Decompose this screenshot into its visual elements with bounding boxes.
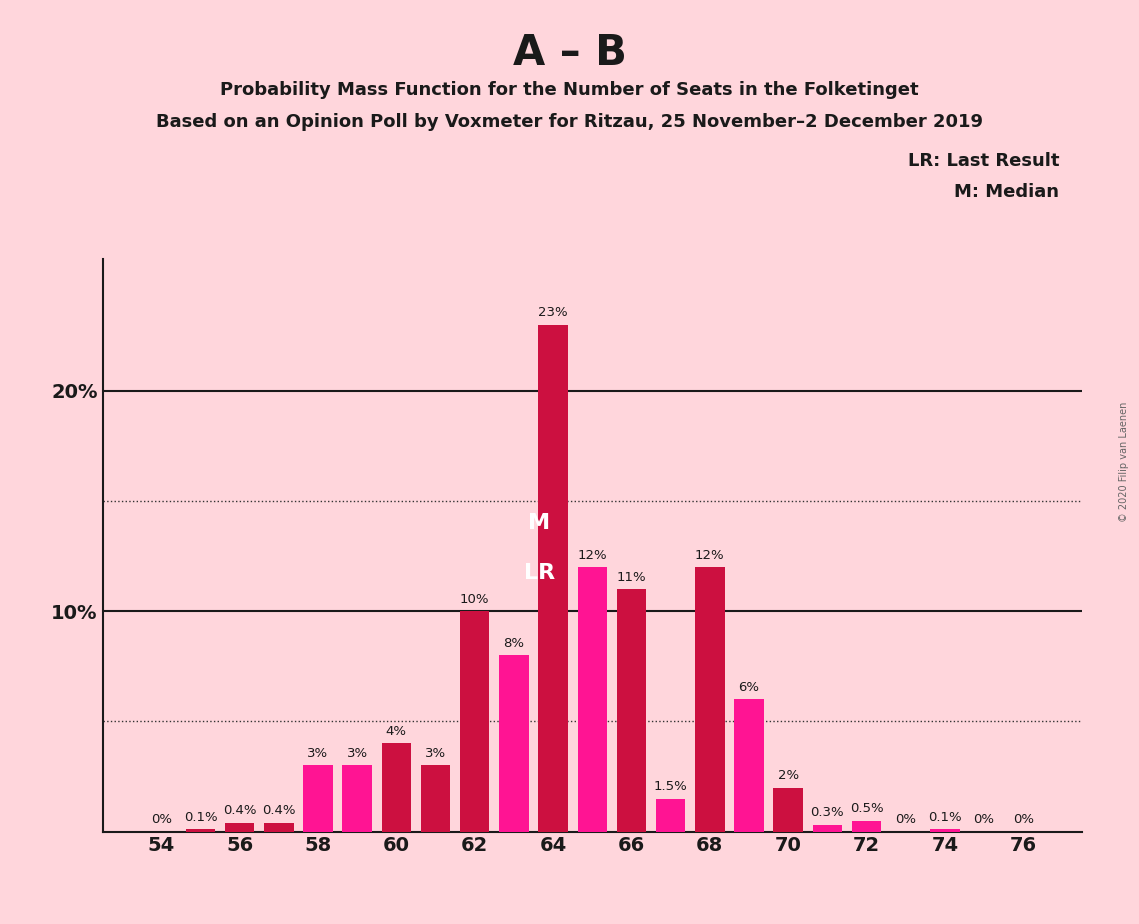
Bar [616,590,646,832]
Text: Based on an Opinion Poll by Voxmeter for Ritzau, 25 November–2 December 2019: Based on an Opinion Poll by Voxmeter for… [156,113,983,130]
Text: 10%: 10% [460,593,490,606]
Text: 0.4%: 0.4% [223,804,256,817]
Text: Probability Mass Function for the Number of Seats in the Folketinget: Probability Mass Function for the Number… [220,81,919,99]
Bar [539,325,567,832]
Bar [735,699,763,832]
Bar [773,787,803,832]
Text: 23%: 23% [539,307,568,320]
Text: 3%: 3% [346,747,368,760]
Text: 0%: 0% [974,813,994,826]
Text: 0.5%: 0.5% [850,802,884,815]
Text: 11%: 11% [616,571,646,584]
Text: 2%: 2% [778,769,798,782]
Text: 12%: 12% [695,549,724,562]
Text: 3%: 3% [308,747,328,760]
Bar [224,822,254,832]
Bar [852,821,882,832]
Bar [186,830,215,832]
Bar [499,655,528,832]
Text: 6%: 6% [738,681,760,694]
Text: 0%: 0% [895,813,916,826]
Text: 0.4%: 0.4% [262,804,296,817]
Bar [264,822,294,832]
Text: 0.1%: 0.1% [183,811,218,824]
Bar [382,744,411,832]
Bar [460,612,490,832]
Text: 8%: 8% [503,637,524,650]
Bar [931,830,959,832]
Text: 3%: 3% [425,747,446,760]
Text: 1.5%: 1.5% [654,780,688,793]
Text: 4%: 4% [386,725,407,738]
Text: M: M [528,513,550,532]
Bar [343,765,371,832]
Bar [420,765,450,832]
Bar [577,567,607,832]
Bar [695,567,724,832]
Text: 0.3%: 0.3% [811,807,844,820]
Bar [812,825,842,832]
Text: LR: LR [524,564,555,583]
Text: © 2020 Filip van Laenen: © 2020 Filip van Laenen [1120,402,1129,522]
Bar [656,798,686,832]
Text: 12%: 12% [577,549,607,562]
Text: LR: Last Result: LR: Last Result [908,152,1059,170]
Text: M: Median: M: Median [954,183,1059,201]
Text: A – B: A – B [513,32,626,74]
Text: 0%: 0% [150,813,172,826]
Text: 0.1%: 0.1% [928,811,961,824]
Bar [303,765,333,832]
Text: 0%: 0% [1013,813,1034,826]
